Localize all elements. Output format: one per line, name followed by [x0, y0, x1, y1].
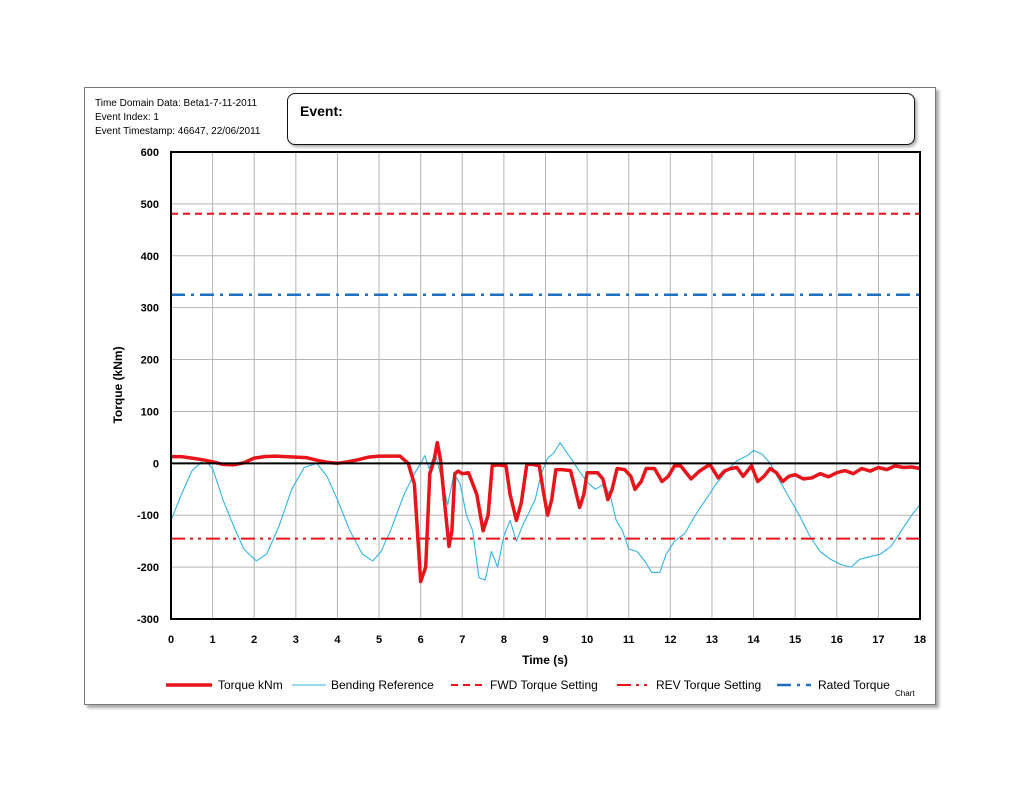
x-tick-label: 17	[872, 634, 884, 646]
y-tick-label: 600	[141, 147, 159, 159]
legend-label-rev-torque-setting: REV Torque Setting	[656, 678, 761, 692]
x-tick-label: 10	[581, 634, 593, 646]
x-tick-label: 6	[418, 634, 424, 646]
plot-area-border	[170, 151, 921, 620]
x-tick-label: 8	[501, 634, 507, 646]
chart-frame	[84, 87, 936, 705]
y-tick-label: 500	[141, 199, 159, 211]
x-tick-label: 16	[831, 634, 843, 646]
y-tick-label: 300	[141, 303, 159, 315]
y-tick-label: -300	[137, 614, 159, 626]
legend-label-torque-knm: Torque kNm	[218, 678, 283, 692]
x-tick-label: 12	[664, 634, 676, 646]
y-tick-label: -100	[137, 510, 159, 522]
x-tick-label: 18	[914, 634, 926, 646]
x-tick-label: 3	[293, 634, 299, 646]
event-timestamp-label: Event Timestamp: 46647, 22/06/2011	[95, 126, 261, 137]
x-tick-label: 4	[334, 634, 341, 646]
x-tick-label: 5	[376, 634, 382, 646]
event-box: Event:	[287, 93, 915, 145]
event-label: Event:	[300, 103, 343, 119]
x-tick-label: 7	[459, 634, 465, 646]
x-tick-label: 0	[168, 634, 174, 646]
x-tick-label: 15	[789, 634, 801, 646]
x-tick-label: 14	[747, 634, 760, 646]
y-tick-label: 100	[141, 406, 159, 418]
x-tick-label: 11	[623, 634, 635, 646]
event-index-label: Event Index: 1	[95, 112, 159, 123]
x-tick-label: 13	[706, 634, 718, 646]
legend-label-rated-torque: Rated Torque	[818, 678, 890, 692]
y-tick-label: 200	[141, 355, 159, 367]
legend: Torque kNm Bending Reference FWD Torque Se…	[166, 678, 890, 692]
y-tick-label: -200	[137, 562, 159, 574]
x-tick-label: 1	[210, 634, 216, 646]
x-tick-label: 2	[251, 634, 257, 646]
data-source-label: Time Domain Data: Beta1-7-11-2011	[95, 98, 258, 109]
corner-label: Chart	[895, 689, 915, 698]
torque-knm-line	[171, 440, 921, 584]
y-axis-title: Torque (kNm)	[111, 346, 125, 423]
legend-label-bending-reference: Bending Reference	[331, 678, 434, 692]
y-tick-label: 400	[141, 251, 159, 263]
x-axis-title: Time (s)	[522, 653, 568, 667]
x-tick-label: 9	[542, 634, 548, 646]
legend-label-fwd-torque-setting: FWD Torque Setting	[490, 678, 598, 692]
y-tick-label: 0	[153, 458, 159, 470]
